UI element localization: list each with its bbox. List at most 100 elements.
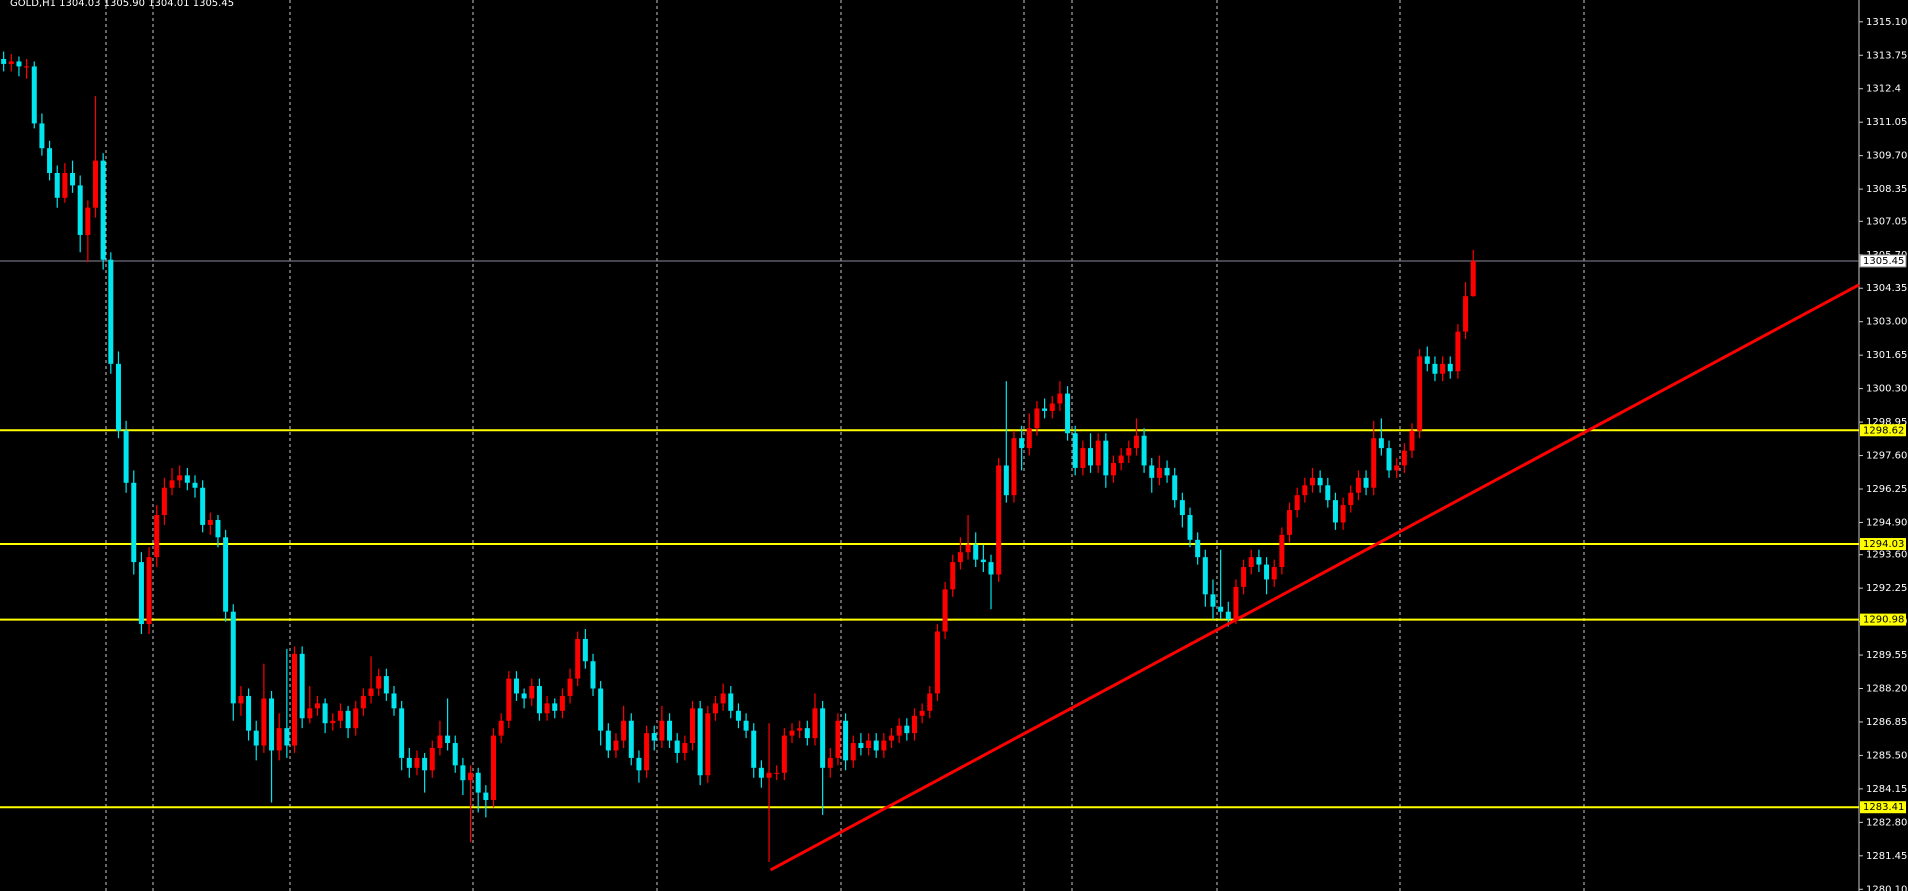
candle-body	[299, 653, 305, 719]
y-tick-label: 1294.90	[1866, 517, 1907, 528]
candle-body	[269, 698, 275, 751]
candle-body	[1256, 557, 1262, 565]
candle-body	[682, 743, 688, 753]
candle-body	[1, 58, 7, 64]
candle-body	[1447, 363, 1453, 372]
candle-body	[77, 185, 83, 235]
y-tick-label: 1303.00	[1866, 317, 1907, 328]
candle-body	[123, 430, 129, 483]
y-tick-label: 1304.35	[1866, 283, 1907, 294]
candle-body	[1241, 567, 1247, 587]
candle-body	[965, 544, 971, 553]
candle-body	[292, 653, 298, 746]
candle-body	[1309, 477, 1315, 486]
candle-body	[1202, 557, 1208, 595]
candle-body	[1363, 477, 1369, 488]
candle-body	[85, 207, 91, 235]
level-label-box	[1860, 424, 1906, 437]
candle-body	[1371, 438, 1377, 488]
candle-body	[215, 519, 221, 538]
candle-body	[468, 772, 474, 781]
candle-body	[1195, 539, 1201, 558]
candle-body	[161, 487, 167, 516]
candle-body	[1463, 296, 1469, 332]
candle-body	[383, 676, 389, 694]
candle-body	[705, 713, 711, 776]
candle-body	[330, 720, 336, 724]
candle-body	[314, 703, 320, 709]
candle-body	[70, 172, 76, 186]
candle-body	[766, 772, 772, 778]
candle-body	[950, 562, 956, 590]
candle-body	[1470, 260, 1476, 297]
candle-body	[529, 686, 535, 699]
candle-body	[1080, 448, 1086, 468]
candle-body	[345, 710, 351, 729]
candle-body	[712, 703, 718, 714]
candle-body	[850, 743, 856, 761]
candle-body	[896, 725, 902, 736]
candle-body	[1264, 564, 1270, 580]
candle-body	[1110, 462, 1116, 476]
candle-body	[1355, 477, 1361, 493]
level-label: 1290.98	[1863, 615, 1904, 626]
candle-body	[284, 728, 290, 746]
candle-body	[559, 695, 565, 711]
candle-body	[115, 363, 121, 431]
candle-body	[1095, 440, 1101, 466]
candle-body	[758, 767, 764, 778]
candle-body	[1340, 505, 1346, 523]
candle-body	[337, 710, 343, 721]
candle-body	[24, 66, 30, 68]
candle-body	[39, 123, 45, 149]
y-tick-label: 1292.25	[1866, 583, 1907, 594]
candle-body	[651, 733, 657, 741]
level-label: 1294.03	[1863, 539, 1904, 550]
candle-body	[491, 735, 497, 801]
chart-title: GOLD,H1 1304.03 1305.90 1304.01 1305.45	[10, 0, 234, 9]
candle-body	[1294, 495, 1300, 511]
candle-body	[873, 740, 879, 751]
y-tick-label: 1298.95	[1866, 417, 1907, 428]
candle-body	[360, 695, 366, 709]
candle-body	[919, 710, 925, 716]
candle-body	[544, 703, 550, 714]
y-tick-label: 1284.15	[1866, 784, 1907, 795]
candle-body	[1126, 448, 1132, 456]
candle-body	[1133, 435, 1139, 449]
candle-body	[1248, 557, 1254, 568]
candle-body	[445, 735, 451, 744]
candle-body	[728, 693, 734, 711]
candle-body	[789, 730, 795, 736]
candle-body	[988, 562, 994, 575]
candle-body	[62, 172, 68, 198]
y-tick-label: 1286.85	[1866, 717, 1907, 728]
candle-body	[980, 559, 986, 563]
candle-body	[1440, 363, 1446, 374]
candle-body	[628, 720, 634, 758]
price-label-box	[1859, 254, 1907, 268]
candle-body	[605, 730, 611, 751]
candle-body	[889, 735, 895, 741]
candle-body	[858, 743, 864, 748]
candle-body	[154, 515, 160, 558]
candle-body	[743, 720, 749, 731]
candle-body	[1103, 440, 1109, 476]
y-tick-label: 1285.50	[1866, 750, 1907, 761]
candle-body	[1279, 534, 1285, 568]
candle-body	[720, 693, 726, 704]
candle-body	[1149, 465, 1155, 478]
candle-body	[8, 61, 14, 64]
candle-body	[54, 172, 60, 198]
candle-body	[307, 708, 313, 719]
candle-body	[1034, 408, 1040, 429]
candle-body	[1317, 477, 1323, 486]
candle-body	[230, 611, 236, 704]
y-tick-label: 1289.55	[1866, 650, 1907, 661]
candle-body	[973, 544, 979, 560]
candle-body	[452, 743, 458, 766]
candle-body	[200, 487, 206, 525]
candle-body	[276, 728, 282, 751]
candle-body	[575, 638, 581, 679]
candle-body	[108, 259, 114, 364]
